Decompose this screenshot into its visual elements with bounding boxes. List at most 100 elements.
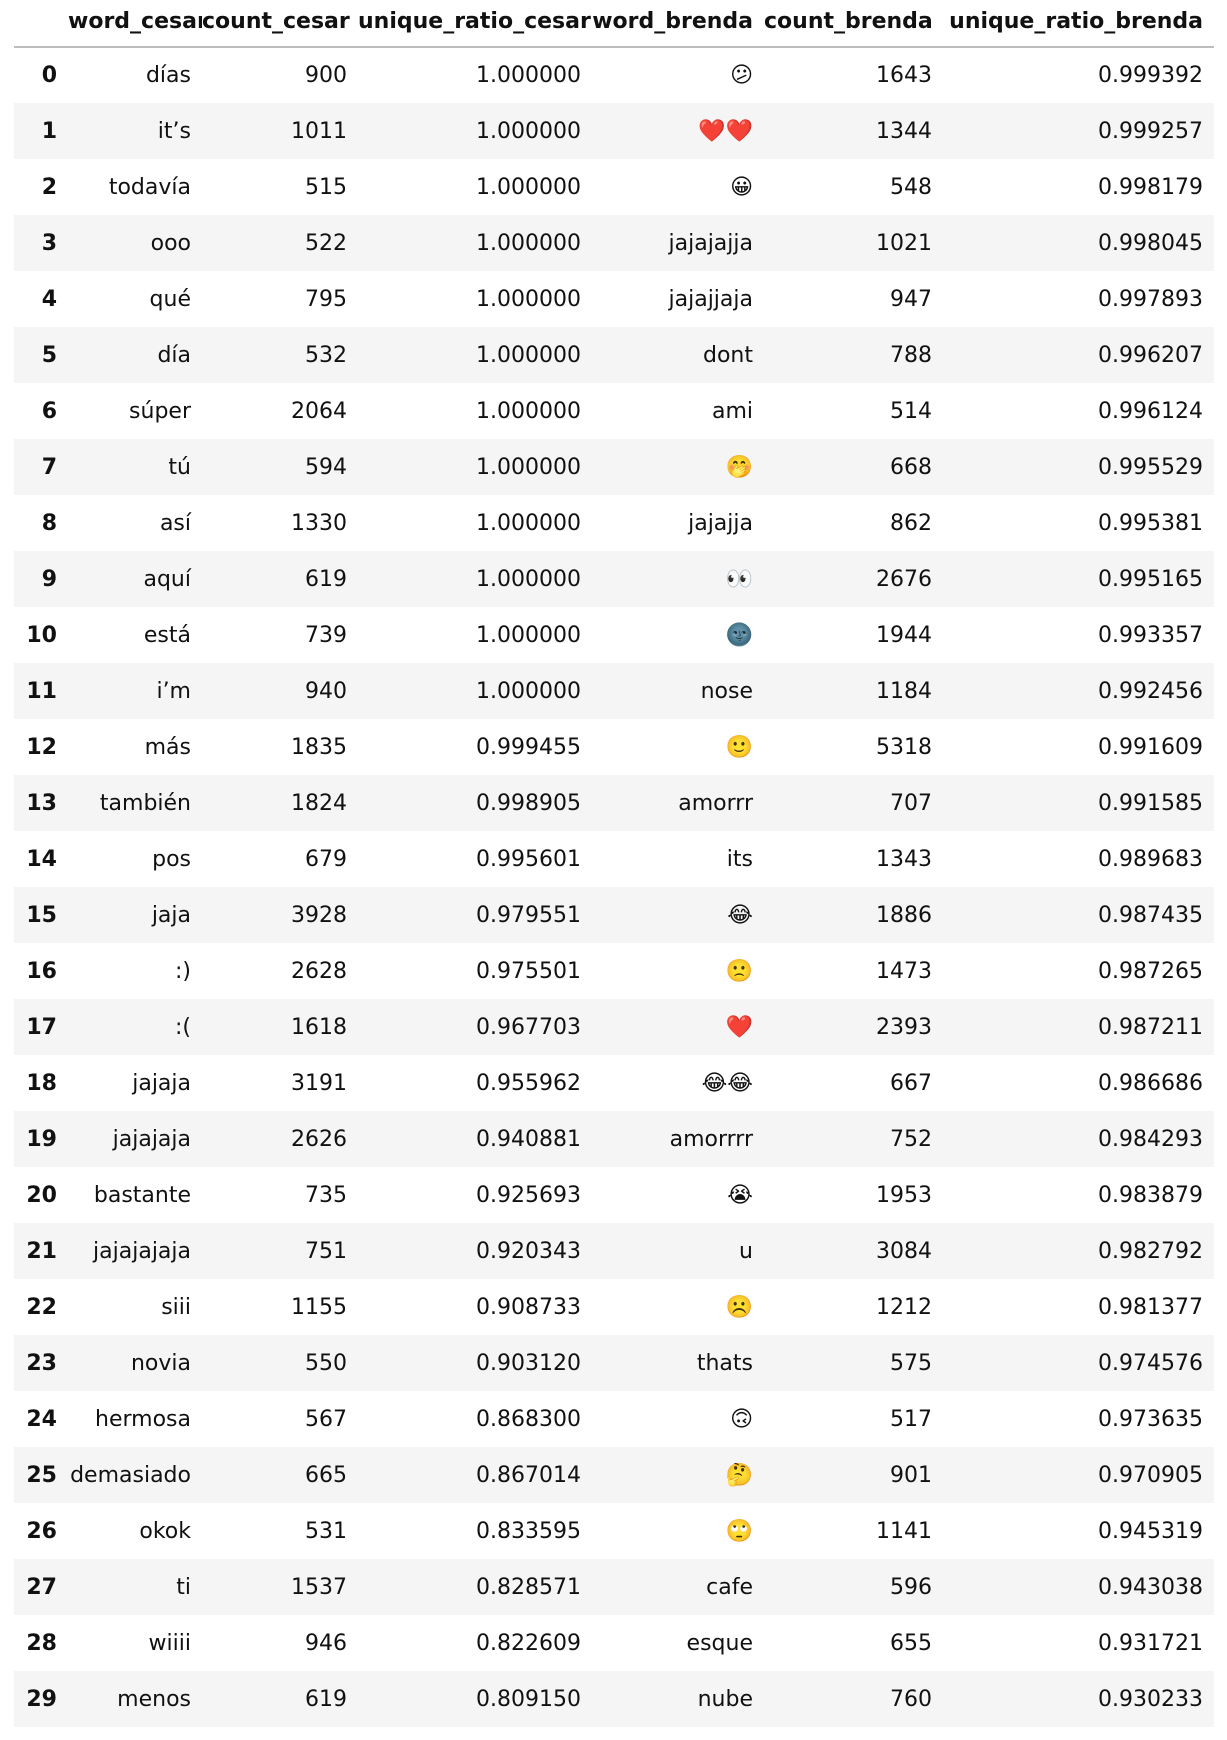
count-brenda-cell: 1343: [876, 846, 932, 872]
unique-ratio-cesar-cell: 1.000000: [476, 454, 581, 480]
row-index: 2: [41, 174, 57, 200]
word-brenda-cell: 🌚: [725, 622, 753, 648]
count-brenda-cell: 575: [890, 1350, 932, 1376]
unique-ratio-cesar-cell: 0.908733: [476, 1294, 581, 1320]
count-cesar-cell: 946: [305, 1630, 347, 1656]
count-brenda-cell: 1953: [876, 1182, 932, 1208]
column-header: word_brenda: [592, 0, 764, 48]
unique-ratio-cesar-cell: 0.975501: [476, 958, 581, 984]
dataframe-table: word_cesar count_cesar unique_ratio_cesa…: [14, 0, 1214, 1727]
table-row: 12 más 1835 0.999455 🙂 5318 0.991609: [14, 719, 1214, 775]
table-row: 19 jajajaja 2626 0.940881 amorrrr 752 0.984293: [14, 1111, 1214, 1167]
row-index: 29: [26, 1686, 57, 1712]
row-index: 20: [26, 1182, 57, 1208]
row-index: 13: [26, 790, 57, 816]
unique-ratio-brenda-cell: 0.987211: [1098, 1014, 1203, 1040]
row-index: 8: [41, 510, 57, 536]
table-row: 5 día 532 1.000000 dont 788 0.996207: [14, 327, 1214, 383]
count-brenda-cell: 596: [890, 1574, 932, 1600]
count-cesar-cell: 522: [305, 230, 347, 256]
unique-ratio-brenda-cell: 0.999257: [1098, 118, 1203, 144]
word-brenda-cell: esque: [686, 1630, 753, 1656]
table-row: 6 súper 2064 1.000000 ami 514 0.996124: [14, 383, 1214, 439]
unique-ratio-cesar-cell: 1.000000: [476, 230, 581, 256]
count-cesar-cell: 795: [305, 286, 347, 312]
row-index: 3: [41, 230, 57, 256]
row-index: 24: [26, 1406, 57, 1432]
word-brenda-cell: ☹️: [725, 1294, 753, 1320]
table-row: 17:(1618 0.967703 ❤️ 2393 0.987211: [14, 999, 1214, 1055]
count-cesar-cell: 1011: [291, 118, 347, 144]
row-index: 1: [41, 118, 57, 144]
count-brenda-cell: 788: [890, 342, 932, 368]
count-brenda-cell: 1473: [876, 958, 932, 984]
unique-ratio-brenda-cell: 0.991585: [1098, 790, 1203, 816]
unique-ratio-brenda-cell: 0.989683: [1098, 846, 1203, 872]
word-brenda-cell: thats: [696, 1350, 753, 1376]
unique-ratio-brenda-cell: 0.997893: [1098, 286, 1203, 312]
table-row: 27 ti 1537 0.828571 cafe 596 0.943038: [14, 1559, 1214, 1615]
unique-ratio-brenda-cell: 0.987265: [1098, 958, 1203, 984]
table-row: 11 i’m 940 1.000000 nose 1184 0.992456: [14, 663, 1214, 719]
count-brenda-cell: 707: [890, 790, 932, 816]
row-index: 11: [26, 678, 57, 704]
count-cesar-cell: 3191: [291, 1070, 347, 1096]
unique-ratio-brenda-cell: 0.992456: [1098, 678, 1203, 704]
row-index: 22: [26, 1294, 57, 1320]
word-cesar-cell: días: [145, 63, 191, 88]
count-cesar-cell: 1835: [291, 734, 347, 760]
word-cesar-cell: está: [143, 622, 191, 648]
table-row: 0 días 900 1.000000 😕 1643 0.999392: [14, 47, 1214, 103]
table-row: 26 okok 531 0.833595 🙄 1141 0.945319: [14, 1503, 1214, 1559]
word-cesar-cell: bastante: [93, 1182, 191, 1208]
word-brenda-cell: 🙂: [725, 734, 753, 760]
unique-ratio-cesar-cell: 0.955962: [476, 1070, 581, 1096]
unique-ratio-cesar-cell: 1.000000: [476, 174, 581, 200]
word-cesar-cell: novia: [130, 1350, 191, 1376]
table-row: 18 jajaja 3191 0.955962 😂😂 667 0.986686: [14, 1055, 1214, 1111]
unique-ratio-brenda-cell: 0.998045: [1098, 230, 1203, 256]
row-index: 10: [26, 622, 57, 648]
word-cesar-cell: también: [99, 790, 191, 816]
row-index: 17: [26, 1014, 57, 1040]
word-brenda-cell: 🤭: [725, 454, 753, 480]
word-cesar-cell: aquí: [143, 566, 191, 592]
word-brenda-cell: 😂: [727, 902, 753, 928]
unique-ratio-cesar-cell: 0.920343: [476, 1238, 581, 1264]
table-row: 23 novia 550 0.903120 thats 575 0.974576: [14, 1335, 1214, 1391]
count-cesar-cell: 940: [305, 678, 347, 704]
unique-ratio-cesar-cell: 0.967703: [476, 1014, 581, 1040]
unique-ratio-brenda-cell: 0.930233: [1098, 1686, 1203, 1712]
table-row: 21 jajajajaja 751 0.920343 u 3084 0.982792: [14, 1223, 1214, 1279]
unique-ratio-brenda-cell: 0.943038: [1098, 1574, 1203, 1600]
table-body: 0 días 900 1.000000 😕 1643 0.999392 1 it’s 1011 1.…: [14, 47, 1214, 1727]
table-row: 16:) 2628 0.975501 🙁 1473 0.987265: [14, 943, 1214, 999]
count-cesar-cell: 2626: [291, 1126, 347, 1152]
row-index: 19: [26, 1126, 57, 1152]
word-cesar-cell: jajajaja: [112, 1126, 191, 1152]
count-brenda-cell: 668: [890, 454, 932, 480]
word-cesar-cell: súper: [129, 398, 191, 424]
row-index: 9: [41, 566, 57, 592]
row-index: 5: [41, 342, 57, 368]
word-brenda-cell: nose: [700, 678, 753, 704]
count-cesar-cell: 1155: [291, 1294, 347, 1320]
count-cesar-cell: 550: [305, 1350, 347, 1376]
word-cesar-cell: día: [157, 342, 191, 368]
word-brenda-cell: nube: [697, 1686, 753, 1712]
count-brenda-cell: 514: [890, 398, 932, 424]
word-cesar-cell: jajajajaja: [93, 1238, 191, 1264]
count-cesar-cell: 739: [305, 622, 347, 648]
word-cesar-cell: ti: [176, 1574, 191, 1600]
column-header: word_cesar: [68, 0, 202, 48]
count-cesar-cell: 532: [305, 342, 347, 368]
unique-ratio-cesar-cell: 1.000000: [476, 678, 581, 704]
unique-ratio-cesar-cell: 1.000000: [476, 622, 581, 648]
word-cesar-cell: pos: [152, 846, 191, 872]
count-brenda-cell: 862: [890, 510, 932, 536]
table-row: 2 todavía 515 1.000000 😀 548 0.998179: [14, 159, 1214, 215]
word-brenda-cell: 😂😂: [701, 1070, 753, 1096]
unique-ratio-cesar-cell: 0.940881: [476, 1126, 581, 1152]
table-row: 22 siii 1155 0.908733 ☹️ 1212 0.981377: [14, 1279, 1214, 1335]
row-index: 21: [26, 1238, 57, 1264]
